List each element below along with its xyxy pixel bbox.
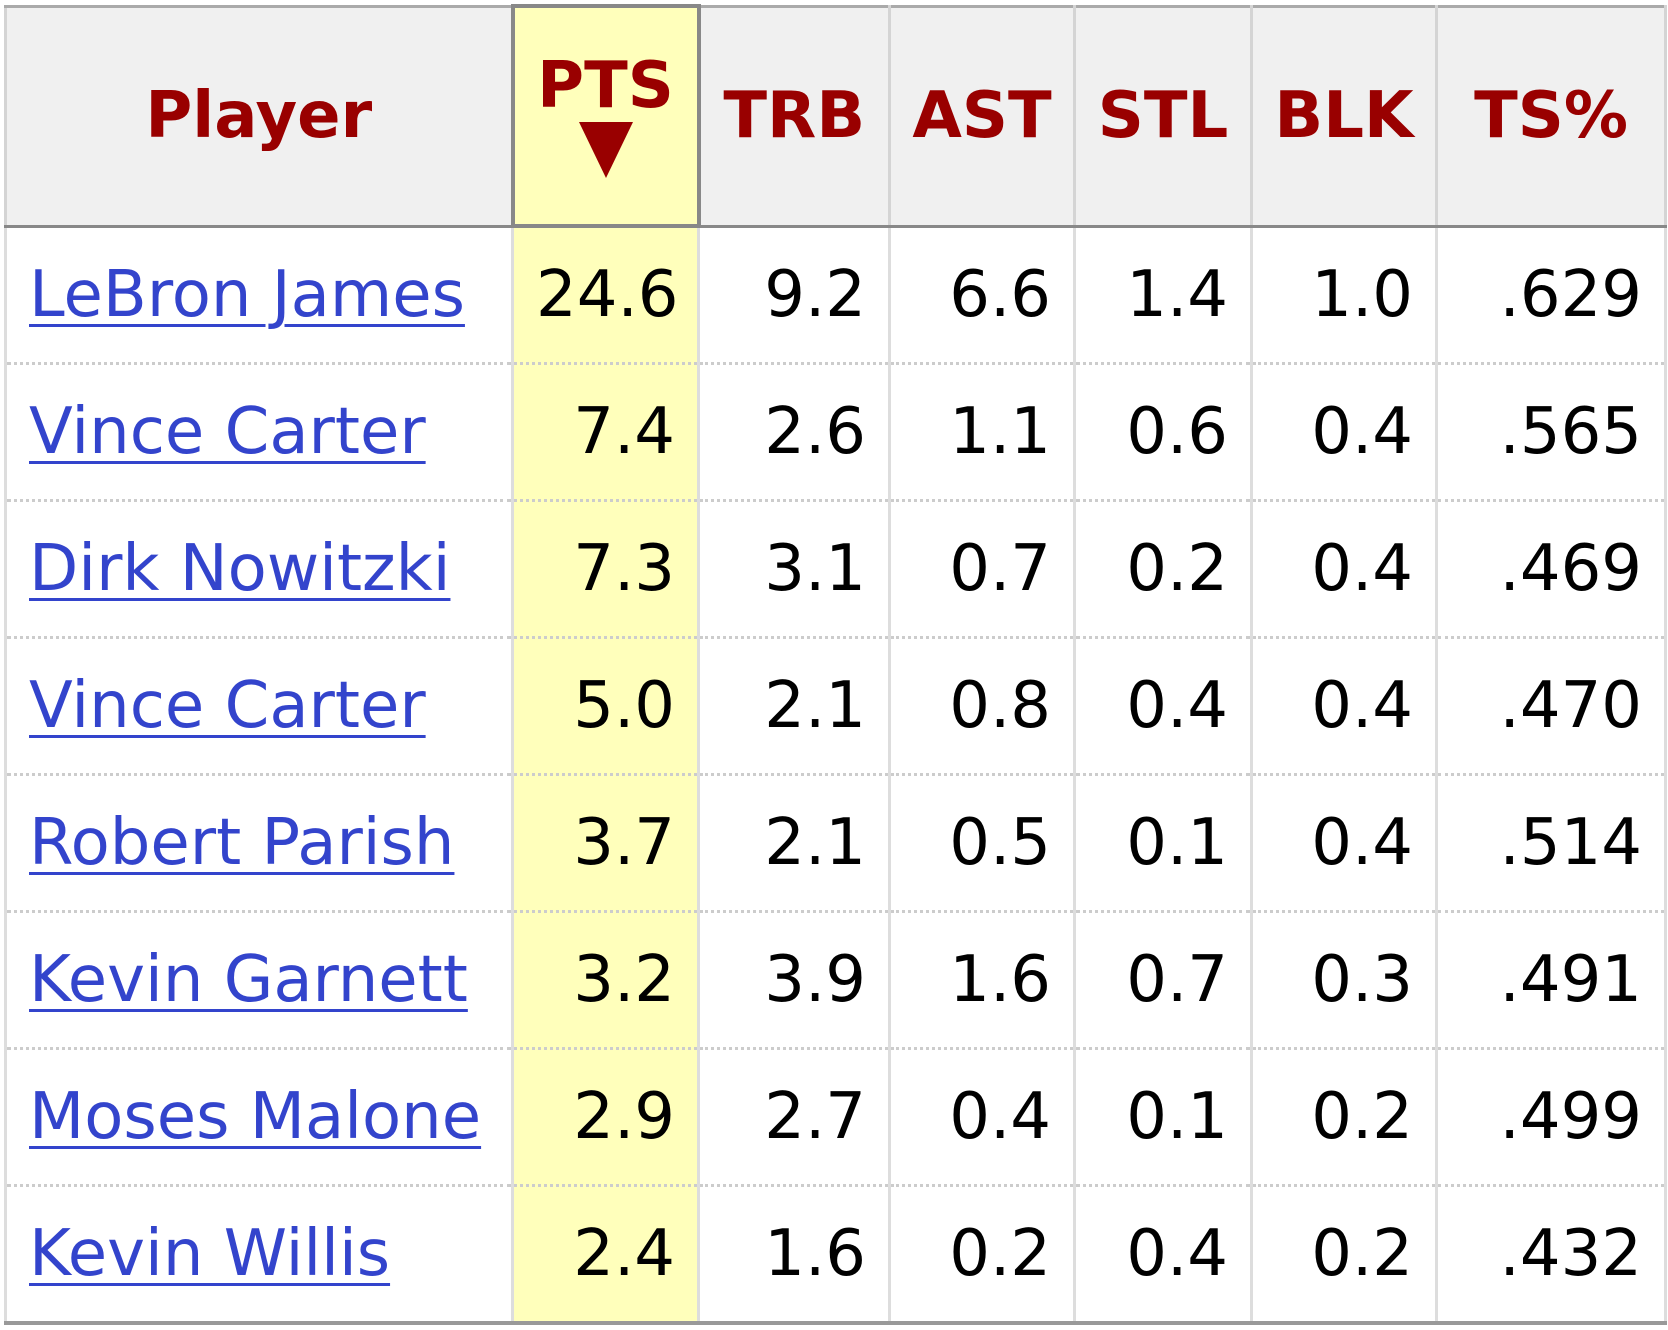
pts-cell: 3.2 (511, 911, 700, 1050)
trb-cell: 3.1 (697, 500, 891, 639)
column-header-player[interactable]: Player (4, 4, 514, 228)
player-cell: Kevin Garnett (4, 911, 514, 1050)
table-row: Kevin Garnett 3.2 3.9 1.6 0.7 0.3 .491 (4, 911, 1667, 1050)
player-link[interactable]: Vince Carter (29, 395, 426, 469)
trb-cell: 2.6 (697, 363, 891, 502)
ts-cell: .432 (1435, 1185, 1667, 1325)
blk-cell: 0.4 (1250, 774, 1438, 913)
ast-cell: 1.6 (888, 911, 1076, 1050)
ts-cell: .491 (1435, 911, 1667, 1050)
column-header-blk[interactable]: BLK (1250, 4, 1438, 228)
trb-cell: 1.6 (697, 1185, 891, 1325)
column-header-label: TRB (723, 79, 866, 153)
player-cell: LeBron James (4, 226, 514, 365)
column-header-label: BLK (1274, 79, 1414, 153)
ast-cell: 0.2 (888, 1185, 1076, 1325)
blk-cell: 0.2 (1250, 1048, 1438, 1187)
table-header: Player PTS TRB AST STL BLK (4, 4, 1667, 228)
table-row: Dirk Nowitzki 7.3 3.1 0.7 0.2 0.4 .469 (4, 500, 1667, 639)
stl-cell: 0.6 (1073, 363, 1253, 502)
player-link[interactable]: Vince Carter (29, 669, 426, 743)
blk-cell: 0.2 (1250, 1185, 1438, 1325)
player-link[interactable]: Kevin Garnett (29, 943, 468, 1017)
table-body: LeBron James 24.6 9.2 6.6 1.4 1.0 .629 V… (4, 226, 1667, 1325)
table-row: LeBron James 24.6 9.2 6.6 1.4 1.0 .629 (4, 226, 1667, 365)
pts-cell: 7.4 (511, 363, 700, 502)
trb-cell: 9.2 (697, 226, 891, 365)
player-cell: Dirk Nowitzki (4, 500, 514, 639)
player-cell: Kevin Willis (4, 1185, 514, 1325)
blk-cell: 0.3 (1250, 911, 1438, 1050)
column-header-label: AST (912, 79, 1052, 153)
table-row: Robert Parish 3.7 2.1 0.5 0.1 0.4 .514 (4, 774, 1667, 913)
ts-cell: .629 (1435, 226, 1667, 365)
pts-cell: 2.9 (511, 1048, 700, 1187)
trb-cell: 2.7 (697, 1048, 891, 1187)
table-row: Moses Malone 2.9 2.7 0.4 0.1 0.2 .499 (4, 1048, 1667, 1187)
ast-cell: 1.1 (888, 363, 1076, 502)
pts-cell: 3.7 (511, 774, 700, 913)
stl-cell: 0.4 (1073, 1185, 1253, 1325)
ts-cell: .469 (1435, 500, 1667, 639)
player-cell: Moses Malone (4, 1048, 514, 1187)
blk-cell: 0.4 (1250, 637, 1438, 776)
player-cell: Vince Carter (4, 363, 514, 502)
column-header-label: Player (145, 79, 373, 153)
stl-cell: 1.4 (1073, 226, 1253, 365)
trb-cell: 2.1 (697, 774, 891, 913)
pts-cell: 7.3 (511, 500, 700, 639)
column-header-trb[interactable]: TRB (697, 4, 891, 228)
player-link[interactable]: Kevin Willis (29, 1217, 391, 1291)
column-header-pts[interactable]: PTS (510, 4, 701, 228)
pts-cell: 24.6 (511, 226, 700, 365)
player-stats-table: Player PTS TRB AST STL BLK (4, 4, 1667, 1325)
player-link[interactable]: Robert Parish (29, 806, 455, 880)
player-link[interactable]: Moses Malone (29, 1080, 482, 1154)
player-cell: Vince Carter (4, 637, 514, 776)
trb-cell: 2.1 (697, 637, 891, 776)
stl-cell: 0.4 (1073, 637, 1253, 776)
ast-cell: 0.7 (888, 500, 1076, 639)
ast-cell: 6.6 (888, 226, 1076, 365)
ts-cell: .470 (1435, 637, 1667, 776)
column-header-label: STL (1097, 79, 1229, 153)
trb-cell: 3.9 (697, 911, 891, 1050)
player-link[interactable]: LeBron James (29, 257, 465, 332)
column-header-ts[interactable]: TS% (1435, 4, 1667, 228)
ts-cell: .514 (1435, 774, 1667, 913)
blk-cell: 0.4 (1250, 500, 1438, 639)
table-row: Vince Carter 7.4 2.6 1.1 0.6 0.4 .565 (4, 363, 1667, 502)
ts-cell: .499 (1435, 1048, 1667, 1187)
stl-cell: 0.2 (1073, 500, 1253, 639)
pts-cell: 5.0 (511, 637, 700, 776)
stl-cell: 0.1 (1073, 1048, 1253, 1187)
ast-cell: 0.4 (888, 1048, 1076, 1187)
player-link[interactable]: Dirk Nowitzki (29, 532, 451, 606)
pts-cell: 2.4 (511, 1185, 700, 1325)
ast-cell: 0.8 (888, 637, 1076, 776)
column-header-label: PTS (537, 49, 674, 123)
blk-cell: 1.0 (1250, 226, 1438, 365)
header-row: Player PTS TRB AST STL BLK (4, 4, 1667, 228)
table-row: Kevin Willis 2.4 1.6 0.2 0.4 0.2 .432 (4, 1185, 1667, 1325)
stl-cell: 0.1 (1073, 774, 1253, 913)
column-header-ast[interactable]: AST (888, 4, 1076, 228)
player-cell: Robert Parish (4, 774, 514, 913)
column-header-label: TS% (1474, 79, 1628, 153)
column-header-stl[interactable]: STL (1073, 4, 1253, 228)
blk-cell: 0.4 (1250, 363, 1438, 502)
sort-descending-icon (578, 122, 633, 178)
ts-cell: .565 (1435, 363, 1667, 502)
ast-cell: 0.5 (888, 774, 1076, 913)
table-row: Vince Carter 5.0 2.1 0.8 0.4 0.4 .470 (4, 637, 1667, 776)
stl-cell: 0.7 (1073, 911, 1253, 1050)
